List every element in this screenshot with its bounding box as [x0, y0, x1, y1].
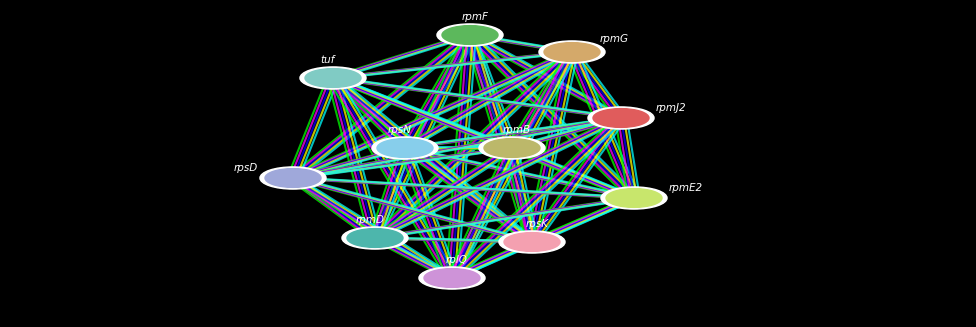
Circle shape [342, 227, 408, 249]
Circle shape [372, 137, 438, 159]
Circle shape [544, 43, 600, 61]
Circle shape [588, 107, 654, 129]
Text: tuf: tuf [321, 55, 335, 65]
Circle shape [484, 139, 540, 157]
Circle shape [593, 109, 649, 128]
Circle shape [347, 229, 403, 248]
Text: rpmJ2: rpmJ2 [656, 103, 687, 113]
Text: rpsN: rpsN [388, 125, 412, 135]
Circle shape [260, 167, 326, 189]
Text: rplQ: rplQ [446, 255, 468, 265]
Circle shape [479, 137, 545, 159]
Circle shape [437, 24, 503, 46]
Circle shape [539, 41, 605, 63]
Text: rpmF: rpmF [462, 12, 489, 22]
Circle shape [601, 187, 667, 209]
Circle shape [499, 231, 565, 253]
Circle shape [305, 69, 361, 87]
Circle shape [504, 232, 560, 251]
Circle shape [265, 169, 321, 187]
Circle shape [442, 26, 498, 44]
Circle shape [606, 189, 662, 207]
Text: rpsK: rpsK [525, 219, 549, 229]
Text: rpmB: rpmB [503, 125, 531, 135]
Text: rpmE2: rpmE2 [669, 183, 703, 193]
Text: rpmG: rpmG [600, 34, 629, 44]
Circle shape [424, 268, 480, 287]
Circle shape [377, 139, 433, 157]
Text: rpsD: rpsD [233, 163, 258, 173]
Circle shape [300, 67, 366, 89]
Circle shape [419, 267, 485, 289]
Text: rpmD: rpmD [355, 215, 385, 225]
